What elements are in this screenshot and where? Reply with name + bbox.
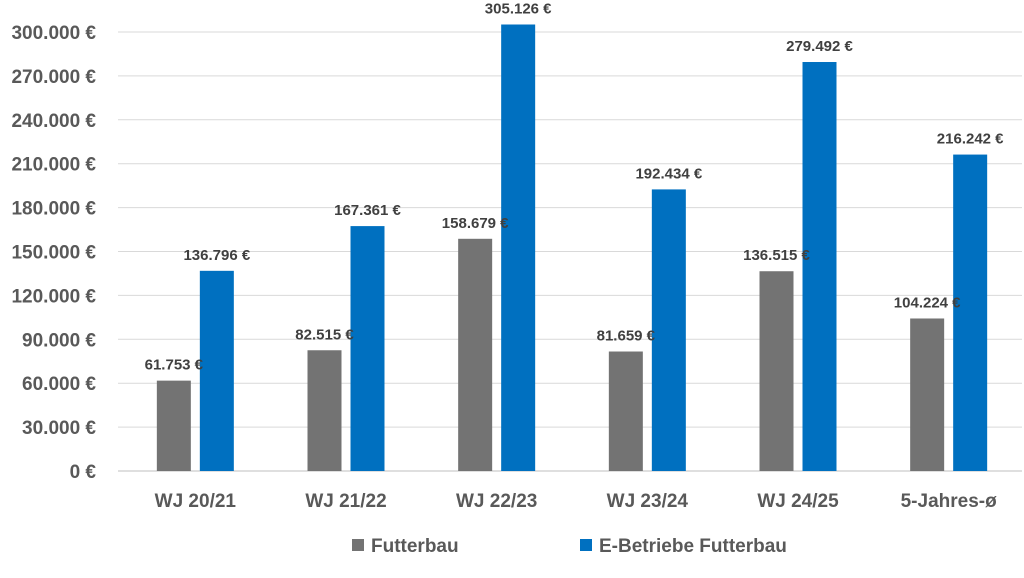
y-axis-tick-labels: 0 € 30.000 € 60.000 € 90.000 € 120.000 € 150.… [11,23,96,483]
data-label: 136.515 € [743,247,810,264]
legend-swatch-e-betriebe [580,539,592,551]
data-label: 81.659 € [597,328,656,345]
bar-futterbau-1 [307,350,342,471]
bar-futterbau-4 [759,271,794,471]
data-label: 82.515 € [295,326,354,343]
bar-e-betriebe-2 [501,24,536,471]
x-axis-category-labels: WJ 20/21 WJ 21/22 WJ 22/23 WJ 23/24 WJ 24/25… [155,491,997,512]
data-label: 305.126 € [485,0,552,17]
bar-e-betriebe-5 [953,154,988,472]
category-label: 5-Jahres-ø [901,491,997,512]
y-tick-label: 90.000 € [22,330,96,351]
data-label: 216.242 € [937,131,1004,148]
data-label: 279.492 € [786,38,853,55]
category-label: WJ 23/24 [607,491,689,512]
legend-label: E-Betriebe Futterbau [599,536,787,557]
category-label: WJ 20/21 [155,491,237,512]
category-label: WJ 22/23 [456,491,537,512]
bar-futterbau-2 [458,238,493,471]
bar-e-betriebe-3 [651,189,686,471]
y-tick-label: 30.000 € [22,418,96,439]
data-labels: 61.753 € 136.796 € 82.515 € 167.361 € 158.67… [145,0,1005,373]
bar-futterbau-3 [608,351,643,471]
bar-futterbau-0 [156,380,191,471]
legend-label: Futterbau [371,536,459,557]
gridlines [118,31,1022,472]
legend-swatch-futterbau [352,539,364,551]
y-tick-label: 300.000 € [11,23,96,44]
data-label: 167.361 € [334,202,401,219]
y-tick-label: 240.000 € [11,111,96,132]
y-tick-label: 120.000 € [11,286,96,307]
bar-e-betriebe-1 [350,226,385,471]
y-tick-label: 60.000 € [22,374,96,395]
legend: Futterbau E-Betriebe Futterbau [352,536,787,557]
category-label: WJ 21/22 [305,491,386,512]
data-label: 104.224 € [894,294,961,311]
bar-e-betriebe-4 [802,62,837,471]
data-label: 158.679 € [442,215,509,232]
bar-e-betriebe-0 [199,270,234,471]
data-label: 61.753 € [145,357,204,374]
y-tick-label: 0 € [70,462,97,483]
y-tick-label: 210.000 € [11,155,96,176]
y-tick-label: 150.000 € [11,243,96,264]
bars [156,24,988,472]
data-label: 192.434 € [635,165,702,182]
y-tick-label: 270.000 € [11,67,96,88]
category-label: WJ 24/25 [757,491,839,512]
data-label: 136.796 € [183,247,250,264]
y-tick-label: 180.000 € [11,199,96,220]
bar-futterbau-5 [910,318,945,471]
